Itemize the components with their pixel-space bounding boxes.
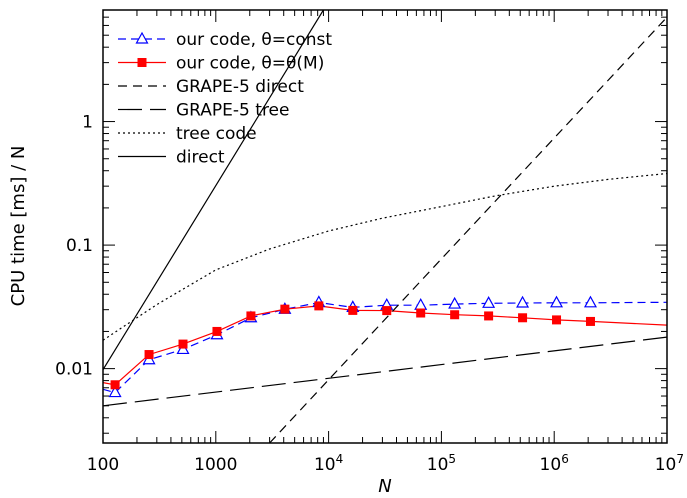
square-marker — [416, 308, 426, 318]
legend-label-1: our code, θ=θ(M) — [176, 54, 324, 74]
legend-label-3: GRAPE-5 tree — [176, 101, 289, 121]
triangle-marker — [448, 296, 462, 309]
y-tick-label: 0.01 — [55, 360, 93, 380]
series-line-2 — [269, 16, 667, 443]
x-tick-label: 1000 — [194, 455, 237, 475]
x-tick-label: 105 — [427, 452, 456, 475]
x-tick-label: 100 — [87, 455, 119, 475]
triangle-marker — [550, 295, 564, 308]
legend-marker-1 — [137, 58, 147, 67]
legend-label-5: direct — [176, 148, 225, 168]
x-tick-label: 104 — [314, 452, 343, 475]
x-tick-label: 106 — [540, 452, 569, 475]
y-tick-label: 0.1 — [66, 236, 93, 256]
series-line-3 — [103, 336, 667, 407]
square-marker — [382, 306, 392, 316]
square-marker — [484, 311, 494, 321]
square-marker — [178, 339, 188, 349]
series-line-5 — [103, 10, 324, 371]
square-marker — [144, 350, 154, 360]
square-marker — [246, 311, 256, 321]
square-marker — [552, 315, 562, 325]
y-tick-label: 1 — [82, 113, 93, 133]
series-layer — [103, 10, 667, 443]
legend-label-0: our code, θ=const — [176, 30, 332, 50]
square-marker — [280, 304, 290, 314]
triangle-marker — [516, 295, 530, 308]
marker-layer — [108, 295, 597, 398]
legend-label-2: GRAPE-5 direct — [176, 77, 304, 97]
legend: our code, θ=const our code, θ=θ(M) GRAPE-5… — [118, 30, 332, 168]
square-marker — [585, 316, 595, 326]
y-axis-label: CPU time [ms] / N — [8, 146, 29, 307]
square-marker — [314, 301, 324, 311]
triangle-marker — [414, 297, 428, 310]
triangle-marker — [583, 295, 597, 308]
tick-layer: 100 1000 104 105 106 107 0.01 0.1 1 — [55, 9, 684, 475]
series-line-1 — [103, 305, 667, 386]
square-marker — [348, 305, 358, 315]
square-marker — [450, 310, 460, 320]
triangle-marker — [108, 385, 122, 398]
plot-frame — [102, 9, 668, 444]
x-tick-label: 107 — [655, 452, 684, 475]
square-marker — [110, 380, 120, 390]
x-axis-label: N — [378, 476, 391, 497]
square-marker — [212, 326, 222, 336]
square-marker — [518, 313, 528, 323]
legend-marker-0 — [135, 31, 149, 44]
triangle-marker — [482, 296, 496, 308]
legend-label-4: tree code — [176, 124, 257, 144]
series-line-4 — [103, 172, 667, 341]
